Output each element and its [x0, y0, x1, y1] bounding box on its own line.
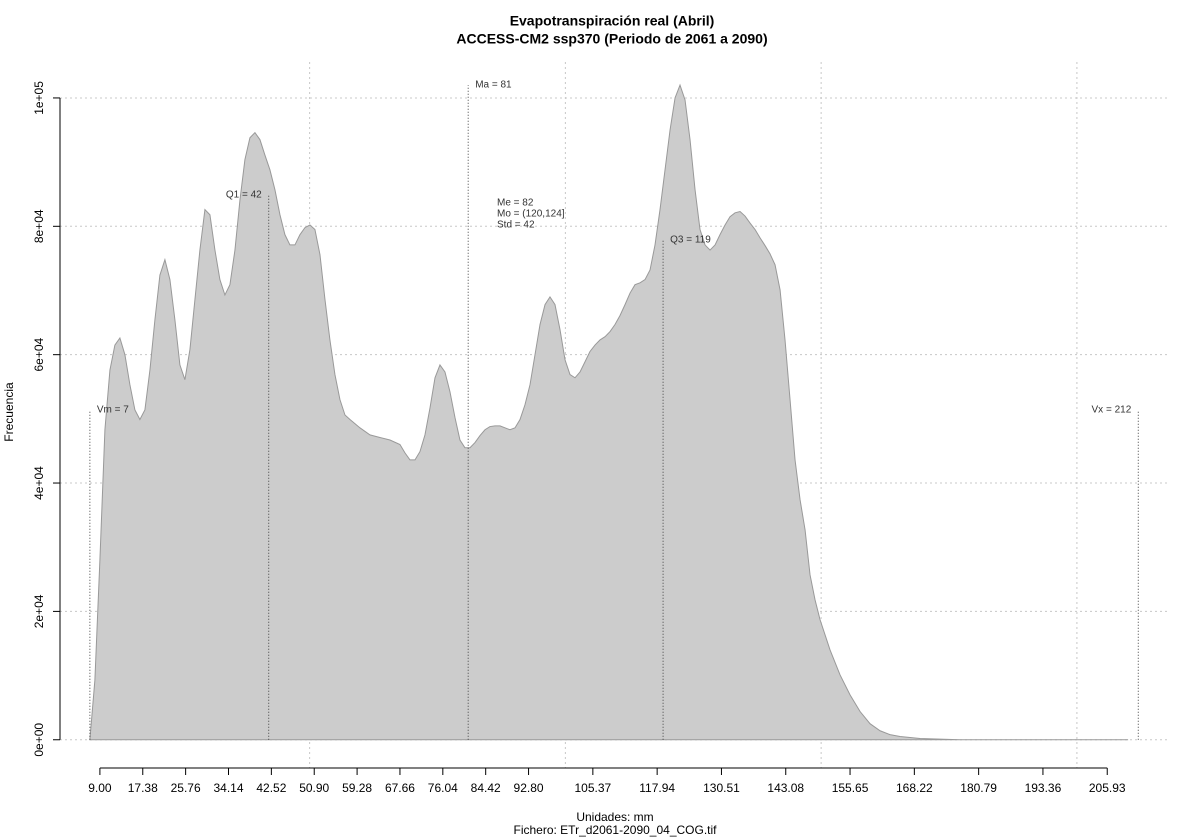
- stat-label: Mo = (120,124]: [497, 209, 565, 220]
- x-tick-label: 117.94: [639, 781, 675, 795]
- x-tick-label: 143.08: [767, 781, 804, 795]
- x-tick-label: 168.22: [896, 781, 933, 795]
- stat-label: Me = 82: [497, 198, 534, 209]
- x-tick-label: 9.00: [88, 781, 112, 795]
- annotation-label: Q1 = 42: [226, 189, 262, 200]
- x-tick-label: 17.38: [128, 781, 158, 795]
- y-tick-label: 0e+00: [32, 723, 46, 757]
- y-axis-label: Frecuencia: [2, 382, 16, 442]
- chart-subtitle: ACCESS-CM2 ssp370 (Periodo de 2061 a 209…: [456, 31, 767, 47]
- x-tick-label: 155.65: [832, 781, 869, 795]
- x-tick-label: 25.76: [171, 781, 201, 795]
- y-tick-label: 4e+04: [32, 466, 46, 500]
- y-tick-label: 8e+04: [32, 209, 46, 243]
- density-area: [89, 83, 1129, 741]
- annotation-label: Vx = 212: [1092, 405, 1132, 416]
- x-tick-label: 59.28: [342, 781, 372, 795]
- annotation-label: Q3 = 119: [670, 234, 711, 245]
- y-tick-label: 6e+04: [32, 337, 46, 371]
- y-tick-label: 2e+04: [32, 594, 46, 628]
- x-tick-label: 130.51: [703, 781, 740, 795]
- annotation-label: Vm = 7: [97, 405, 129, 416]
- x-tick-label: 180.79: [960, 781, 997, 795]
- x-tick-label: 92.80: [514, 781, 544, 795]
- annotation-label: Ma = 81: [475, 80, 512, 91]
- y-tick-label: 1e+05: [32, 81, 46, 115]
- x-tick-label: 34.14: [213, 781, 243, 795]
- x-tick-label: 205.93: [1089, 781, 1126, 795]
- x-tick-label: 84.42: [471, 781, 501, 795]
- x-tick-label: 67.66: [385, 781, 415, 795]
- chart-title: Evapotranspiración real (Abril): [510, 13, 715, 29]
- x-tick-label: 76.04: [428, 781, 458, 795]
- x-tick-label: 42.52: [256, 781, 286, 795]
- x-axis-label: Unidades: mm: [576, 810, 653, 824]
- x-tick-label: 193.36: [1025, 781, 1062, 795]
- caption: Fichero: ETr_d2061-2090_04_COG.tif: [514, 823, 718, 837]
- x-tick-label: 50.90: [299, 781, 329, 795]
- stat-label: Std = 42: [497, 220, 535, 231]
- x-tick-label: 105.37: [574, 781, 611, 795]
